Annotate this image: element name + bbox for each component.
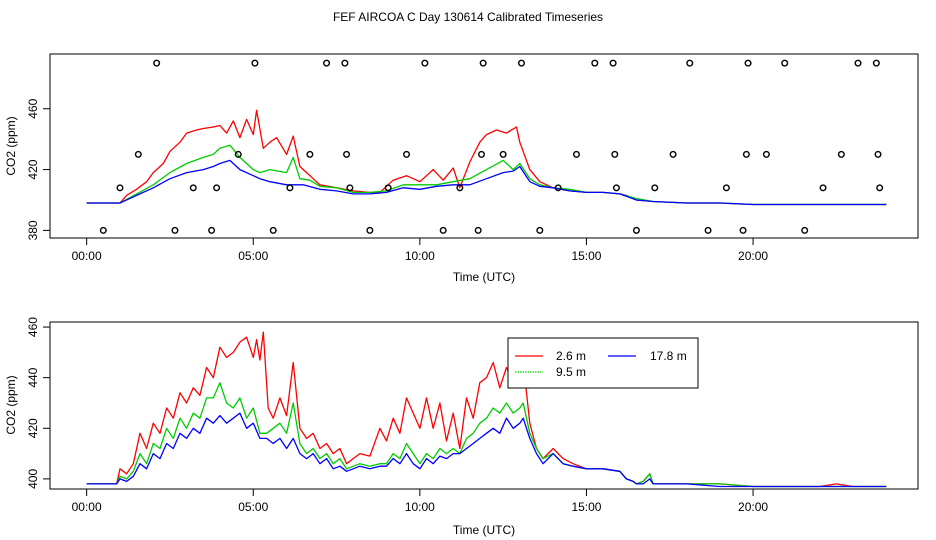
bottom-y-axis: 400 420 440 460 bbox=[26, 317, 51, 489]
legend-label-17-8m: 17.8 m bbox=[650, 349, 687, 363]
calibration-point bbox=[134, 150, 142, 158]
calibration-point bbox=[251, 59, 259, 67]
bottom-x-tick-label: 05:00 bbox=[238, 500, 268, 514]
calibration-point bbox=[651, 184, 659, 192]
calibration-point bbox=[421, 59, 429, 67]
calibration-point bbox=[669, 150, 677, 158]
calibration-point bbox=[479, 59, 487, 67]
top-y-axis-label: CO2 (ppm) bbox=[4, 116, 18, 175]
calibration-point bbox=[572, 150, 580, 158]
calibration-point bbox=[611, 150, 619, 158]
bottom-x-tick-label: 20:00 bbox=[738, 500, 768, 514]
top-x-tick-label: 20:00 bbox=[738, 249, 768, 263]
calibration-point bbox=[876, 184, 884, 192]
calibration-point bbox=[403, 150, 411, 158]
calibration-point bbox=[366, 226, 374, 234]
calibration-point bbox=[153, 59, 161, 67]
calibration-point bbox=[837, 150, 845, 158]
top-x-tick-label: 05:00 bbox=[238, 249, 268, 263]
top-y-tick-label: 460 bbox=[26, 98, 40, 118]
bottom-x-tick-label: 10:00 bbox=[405, 500, 435, 514]
calibration-point bbox=[722, 184, 730, 192]
bottom-panel: 00:00 05:00 10:00 15:00 20:00 400 420 440 460 T… bbox=[4, 317, 919, 537]
calibration-point bbox=[686, 59, 694, 67]
top-x-axis-label: Time (UTC) bbox=[453, 270, 515, 284]
calibration-point bbox=[456, 184, 464, 192]
top-x-tick-label: 10:00 bbox=[405, 249, 435, 263]
top-series-9-5-m bbox=[86, 144, 887, 206]
calibration-point bbox=[536, 226, 544, 234]
top-x-tick-label: 00:00 bbox=[72, 249, 102, 263]
top-y-axis: 380 420 460 bbox=[26, 98, 51, 240]
bottom-y-tick-label: 460 bbox=[26, 317, 40, 337]
calibration-point bbox=[801, 226, 809, 234]
legend: 2.6 m 17.8 m 9.5 m bbox=[507, 337, 699, 389]
calibration-point bbox=[744, 59, 752, 67]
figure-title: FEF AIRCOA C Day 130614 Calibrated Times… bbox=[333, 10, 603, 24]
bottom-y-tick-label: 420 bbox=[26, 418, 40, 438]
calibration-point bbox=[346, 184, 354, 192]
bottom-x-tick-label: 15:00 bbox=[571, 500, 601, 514]
calibration-point bbox=[171, 226, 179, 234]
calibration-point bbox=[99, 226, 107, 234]
legend-label-9-5m: 9.5 m bbox=[556, 365, 586, 379]
top-y-tick-label: 380 bbox=[26, 220, 40, 240]
calibration-point bbox=[609, 59, 617, 67]
calibration-point bbox=[499, 150, 507, 158]
calibration-point bbox=[632, 226, 640, 234]
calibration-point bbox=[742, 150, 750, 158]
top-x-tick-label: 15:00 bbox=[571, 249, 601, 263]
calibration-point bbox=[781, 59, 789, 67]
calibration-point bbox=[874, 150, 882, 158]
bottom-series-lines bbox=[86, 331, 887, 488]
bottom-y-tick-label: 440 bbox=[26, 367, 40, 387]
calibration-point bbox=[554, 184, 562, 192]
calibration-point bbox=[189, 184, 197, 192]
calibration-point bbox=[517, 59, 525, 67]
calibration-point bbox=[704, 226, 712, 234]
legend-label-2-6m: 2.6 m bbox=[556, 349, 586, 363]
calibration-point bbox=[854, 59, 862, 67]
calibration-point bbox=[116, 184, 124, 192]
calibration-point bbox=[478, 150, 486, 158]
calibration-point bbox=[739, 226, 747, 234]
bottom-series-17-8-m bbox=[86, 412, 887, 488]
calibration-point bbox=[286, 184, 294, 192]
top-plot-frame bbox=[49, 53, 919, 239]
bottom-plot-frame bbox=[49, 321, 919, 490]
bottom-x-axis: 00:00 05:00 10:00 15:00 20:00 bbox=[72, 488, 768, 514]
calibration-point bbox=[341, 59, 349, 67]
calibration-point bbox=[819, 184, 827, 192]
top-series-lines bbox=[86, 109, 887, 206]
calibration-point bbox=[306, 150, 314, 158]
bottom-series-9-5-m bbox=[86, 382, 887, 488]
bottom-series-2-6-m bbox=[86, 331, 887, 488]
top-x-axis: 00:00 05:00 10:00 15:00 20:00 bbox=[72, 237, 768, 263]
calibration-point bbox=[213, 184, 221, 192]
bottom-y-axis-label: CO2 (ppm) bbox=[4, 375, 18, 434]
calibration-point bbox=[591, 59, 599, 67]
calibration-point bbox=[872, 59, 880, 67]
top-calibration-points bbox=[99, 59, 884, 234]
calibration-point bbox=[269, 226, 277, 234]
calibration-point bbox=[208, 226, 216, 234]
bottom-y-tick-label: 400 bbox=[26, 469, 40, 489]
legend-box bbox=[507, 337, 699, 389]
bottom-x-axis-label: Time (UTC) bbox=[453, 523, 515, 537]
calibration-point bbox=[474, 226, 482, 234]
calibration-point bbox=[234, 150, 242, 158]
calibration-point bbox=[439, 226, 447, 234]
calibration-point bbox=[612, 184, 620, 192]
calibration-point bbox=[762, 150, 770, 158]
top-y-tick-label: 420 bbox=[26, 159, 40, 179]
calibration-point bbox=[323, 59, 331, 67]
top-series-17-8-m bbox=[86, 159, 887, 206]
bottom-x-tick-label: 00:00 bbox=[72, 500, 102, 514]
top-panel: 00:00 05:00 10:00 15:00 20:00 380 420 460 Time… bbox=[4, 53, 919, 284]
calibration-point bbox=[384, 184, 392, 192]
calibration-point bbox=[343, 150, 351, 158]
